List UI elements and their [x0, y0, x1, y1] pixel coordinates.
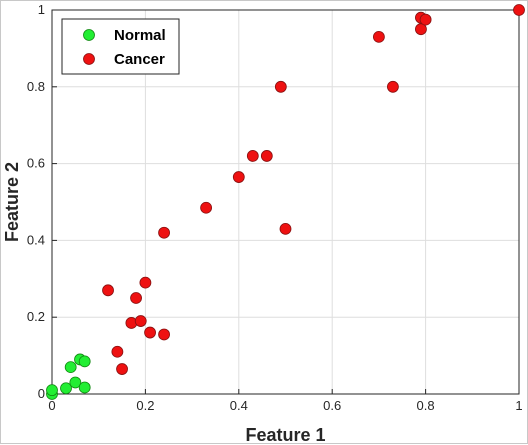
point-cancer — [246, 150, 259, 162]
point-cancer — [232, 171, 245, 183]
legend-marker-normal — [83, 29, 95, 41]
point-cancer — [158, 226, 170, 239]
point-cancer — [200, 201, 213, 214]
y-tick-label: 0.4 — [27, 232, 45, 247]
point-cancer — [116, 363, 128, 375]
point-cancer — [274, 80, 287, 93]
point-normal — [78, 381, 91, 394]
point-cancer — [279, 222, 292, 235]
point-cancer — [111, 345, 124, 358]
point-cancer — [419, 13, 432, 26]
point-cancer — [387, 80, 399, 93]
y-tick-label: 0.2 — [27, 309, 45, 324]
y-tick-label: 0.8 — [27, 79, 45, 94]
point-cancer — [102, 284, 114, 297]
x-tick-label: 0 — [48, 398, 55, 413]
point-cancer — [144, 326, 156, 339]
y-tick-label: 0 — [38, 386, 45, 401]
x-tick-label: 0.4 — [230, 398, 248, 413]
x-axis-title: Feature 1 — [245, 425, 325, 445]
legend-label-normal: Normal — [114, 27, 166, 44]
point-cancer — [134, 315, 147, 327]
x-tick-label: 1 — [515, 398, 522, 413]
point-normal — [60, 382, 72, 395]
point-cancer — [513, 4, 525, 16]
point-normal — [69, 376, 82, 389]
y-axis-title: Feature 2 — [2, 162, 22, 242]
legend: Normal Cancer — [61, 18, 180, 75]
point-normal — [64, 361, 77, 374]
x-tick-label: 0.6 — [323, 398, 341, 413]
plot-area — [51, 9, 520, 395]
axis-ticks: 0 0.2 0.4 0.6 0.8 1 0 0.2 0.4 0.6 0.8 1 — [27, 2, 523, 413]
legend-label-cancer: Cancer — [114, 51, 165, 68]
point-normal — [78, 355, 91, 368]
y-tick-label: 0.6 — [27, 156, 45, 171]
legend-box — [61, 18, 180, 75]
point-cancer — [139, 276, 152, 289]
point-cancer — [158, 328, 170, 341]
y-tick-label: 1 — [38, 2, 45, 17]
x-tick-label: 0.2 — [136, 398, 154, 413]
x-tick-label: 0.8 — [417, 398, 435, 413]
legend-marker-cancer — [83, 53, 95, 65]
point-normal — [46, 384, 58, 397]
point-cancer — [130, 292, 142, 304]
point-cancer — [372, 30, 385, 43]
point-cancer — [260, 150, 273, 162]
data-points — [46, 4, 525, 400]
point-cancer — [415, 23, 427, 36]
